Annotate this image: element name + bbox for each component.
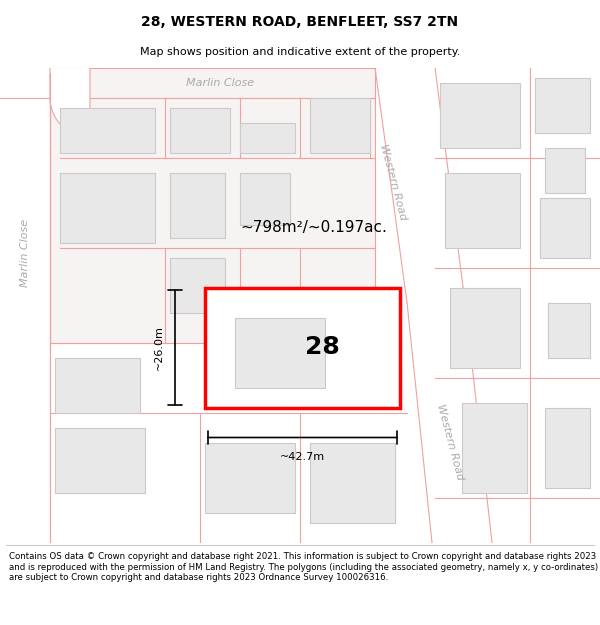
Bar [445,173,520,248]
Bar [205,442,295,512]
Text: Map shows position and indicative extent of the property.: Map shows position and indicative extent… [140,48,460,58]
Bar [235,318,325,388]
Polygon shape [375,68,440,302]
Bar [55,357,140,412]
Text: Western Road: Western Road [378,143,408,222]
Bar [60,173,155,242]
Bar [450,288,520,368]
Text: Marlin Close: Marlin Close [20,218,30,286]
Bar [440,82,520,148]
Bar [548,302,590,358]
Polygon shape [50,68,90,138]
Text: Marlin Close: Marlin Close [186,78,254,88]
Bar [545,408,590,488]
Text: ~798m²/~0.197ac.: ~798m²/~0.197ac. [240,220,387,235]
Bar [205,288,400,408]
Polygon shape [50,68,375,343]
Bar [310,98,370,152]
Bar [545,148,585,192]
Bar [462,402,527,492]
Bar [55,428,145,493]
Bar [0,68,380,98]
Bar [60,107,155,152]
Bar [310,442,395,522]
Bar [240,173,290,224]
Text: Western Road: Western Road [435,403,465,482]
Text: 28: 28 [305,336,340,359]
Bar [170,173,225,238]
Polygon shape [407,302,465,542]
Bar [240,122,295,152]
Polygon shape [408,68,465,302]
Bar [540,198,590,258]
Bar [535,78,590,132]
Bar [170,258,225,312]
Text: ~42.7m: ~42.7m [280,452,325,462]
Text: Contains OS data © Crown copyright and database right 2021. This information is : Contains OS data © Crown copyright and d… [9,552,598,582]
Polygon shape [440,302,492,542]
Text: ~26.0m: ~26.0m [154,325,164,370]
Text: 28, WESTERN ROAD, BENFLEET, SS7 2TN: 28, WESTERN ROAD, BENFLEET, SS7 2TN [142,15,458,29]
Bar [0,98,50,542]
Bar [170,107,230,152]
